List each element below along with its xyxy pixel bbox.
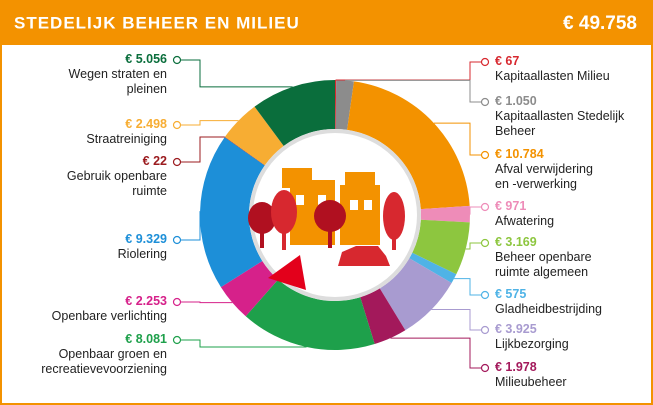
segment-label: € 3.925 Lijkbezorging: [495, 322, 569, 352]
category-label: Beheer openbare ruimte algemeen: [495, 250, 592, 279]
label-marker: [480, 57, 490, 67]
value-label: € 575: [495, 287, 527, 301]
label-marker: [172, 335, 182, 345]
total: € 49.758: [563, 13, 637, 34]
leader-line: [177, 120, 239, 126]
label-marker: [480, 238, 490, 248]
value-label: € 5.056: [125, 52, 167, 66]
segment-label: € 5.056 Wegen straten en pleinen: [69, 52, 167, 97]
leader-line: [177, 59, 293, 88]
category-label: Afwatering: [495, 214, 555, 228]
segment-label: € 3.169 Beheer openbare ruimte algemeen: [495, 235, 592, 280]
segment: [379, 258, 452, 331]
label-marker: [480, 97, 490, 107]
value-label: € 22: [142, 154, 167, 168]
segment-label: € 2.498 Straatreiniging: [86, 117, 167, 147]
chart-title: STEDELIJK BEHEER EN MILIEU: [14, 13, 300, 32]
label-marker: [480, 150, 490, 160]
category-label: Lijkbezorging: [495, 337, 569, 351]
value-label: € 3.169: [495, 235, 537, 249]
leader-line: [177, 136, 225, 163]
category-label: Openbare verlichting: [51, 309, 167, 323]
category-label: Gebruik openbare ruimte: [66, 169, 167, 198]
category-label: Kapitaallasten Milieu: [495, 69, 610, 83]
leader-line: [469, 206, 485, 215]
category-label: Afval verwijdering en -verwerking: [495, 162, 593, 191]
segment-label: € 1.050 Kapitaallasten Stedelijk Beheer: [495, 94, 624, 139]
leader-line: [177, 301, 233, 304]
segment: [224, 136, 265, 166]
segment-label: € 9.329 Riolering: [118, 232, 167, 262]
leader-line: [390, 337, 485, 369]
leader-line: [345, 79, 485, 103]
segment: [245, 279, 375, 350]
segment-label: € 971 Afwatering: [495, 199, 554, 229]
value-label: € 67: [495, 54, 520, 68]
segment-label: € 10.784 Afval verwijdering en -verwerkin…: [495, 147, 593, 192]
category-label: Gladheidbestrijding: [495, 302, 603, 316]
value-label: € 2.253: [125, 294, 167, 308]
segment-label: € 575 Gladheidbestrijding: [495, 287, 602, 317]
category-label: Openbaar groen en recreatievevoorziening: [41, 347, 167, 376]
segment: [409, 252, 457, 283]
value-label: € 1.978: [495, 360, 537, 374]
header-bar: [1, 1, 652, 45]
segment-label: € 8.081 Openbaar groen en recreatievevoor…: [41, 332, 167, 377]
leader-line: [454, 278, 485, 296]
segment: [335, 80, 337, 130]
category-label: Straatreiniging: [86, 132, 167, 146]
category-label: Milieubeheer: [495, 375, 567, 389]
label-marker: [172, 120, 182, 130]
leader-line: [433, 122, 485, 156]
segment-label: € 22 Gebruik openbare ruimte: [67, 154, 167, 199]
label-marker: [480, 325, 490, 335]
label-marker: [480, 363, 490, 373]
segment-label: € 1.978 Milieubeheer: [495, 360, 567, 390]
leader-line: [177, 211, 201, 241]
category-label: Riolering: [117, 247, 167, 261]
value-label: € 971: [495, 199, 527, 213]
leader-line: [177, 339, 307, 348]
label-marker: [480, 290, 490, 300]
leader-line: [431, 308, 485, 331]
segment: [200, 137, 265, 288]
segment-label: € 67 Kapitaallasten Milieu: [495, 54, 610, 84]
segment-label: € 2.253 Openbare verlichting: [52, 294, 167, 324]
segment: [347, 81, 470, 210]
segment: [220, 260, 279, 317]
segment: [254, 80, 335, 146]
label-marker: [172, 157, 182, 167]
category-label: Wegen straten en pleinen: [68, 67, 167, 96]
segment: [360, 288, 406, 345]
value-label: € 10.784: [495, 147, 544, 161]
category-label: Kapitaallasten Stedelijk Beheer: [495, 109, 625, 138]
leader-line: [465, 242, 485, 250]
value-label: € 9.329: [125, 232, 167, 246]
segment: [335, 80, 354, 130]
label-marker: [172, 55, 182, 65]
segment: [224, 106, 284, 166]
label-marker: [480, 202, 490, 212]
value-label: € 1.050: [495, 94, 537, 108]
segment: [412, 219, 470, 275]
label-marker: [172, 297, 182, 307]
value-label: € 3.925: [495, 322, 537, 336]
value-label: € 2.498: [125, 117, 167, 131]
label-marker: [172, 235, 182, 245]
illustration: [248, 168, 405, 290]
value-label: € 8.081: [125, 332, 167, 346]
segment: [420, 205, 470, 223]
